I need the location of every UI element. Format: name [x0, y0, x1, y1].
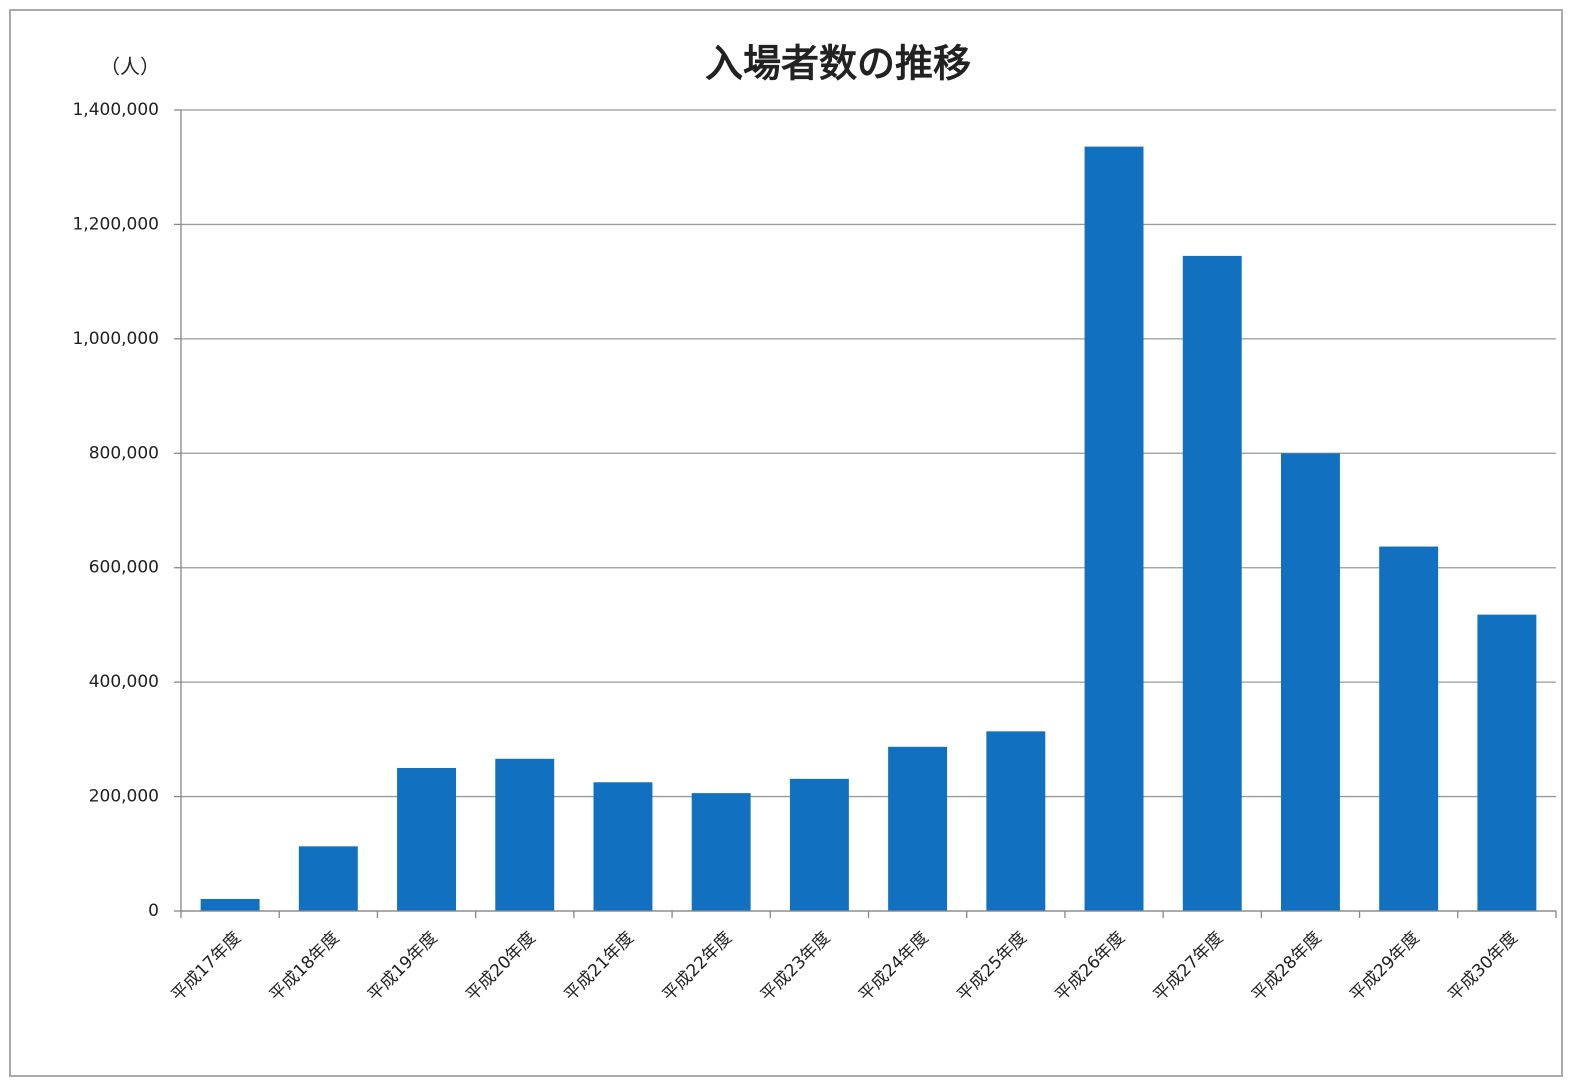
bar — [789, 778, 849, 911]
bar — [1281, 453, 1340, 911]
bar — [888, 746, 948, 911]
bar — [1477, 614, 1537, 911]
y-tick-label: 1,200,000 — [72, 214, 159, 234]
y-tick-label: 1,000,000 — [72, 329, 159, 349]
y-tick-label: 200,000 — [89, 787, 159, 807]
bar — [200, 898, 260, 911]
bar — [691, 793, 751, 911]
bar — [298, 846, 358, 911]
bar — [495, 758, 555, 911]
chart-title: 入場者数の推移 — [705, 42, 971, 86]
y-tick-label: 600,000 — [89, 558, 159, 578]
y-tick-label: 800,000 — [89, 443, 159, 463]
bar — [1182, 255, 1242, 911]
y-tick-label: 400,000 — [89, 672, 159, 692]
bar — [986, 731, 1046, 911]
bar — [593, 782, 653, 911]
bar — [397, 767, 456, 911]
bar — [1084, 146, 1144, 912]
y-unit-label: （人） — [100, 55, 160, 79]
y-tick-label: 0 — [148, 901, 159, 921]
y-tick-label: 1,400,000 — [72, 100, 159, 120]
bar — [1379, 546, 1439, 911]
